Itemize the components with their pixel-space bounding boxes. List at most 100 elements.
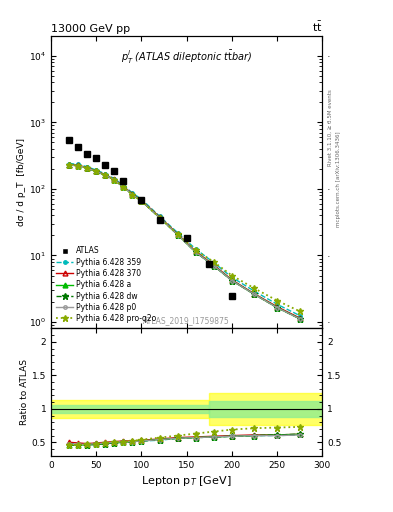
Pythia 6.428 dw <box>121 184 126 190</box>
Pythia 6.428 p0 <box>121 184 126 190</box>
Pythia 6.428 370 <box>103 172 108 178</box>
Pythia 6.428 dw <box>112 177 117 183</box>
Y-axis label: Ratio to ATLAS: Ratio to ATLAS <box>20 359 29 425</box>
Pythia 6.428 pro-q2o <box>103 172 108 178</box>
Pythia 6.428 a <box>298 316 302 322</box>
Pythia 6.428 359 <box>121 182 126 188</box>
ATLAS <box>207 261 211 267</box>
Pythia 6.428 370 <box>157 214 162 220</box>
Pythia 6.428 a <box>211 263 216 269</box>
Text: mcplots.cern.ch [arXiv:1306.3436]: mcplots.cern.ch [arXiv:1306.3436] <box>336 132 341 227</box>
Pythia 6.428 dw <box>103 172 108 178</box>
ATLAS <box>139 197 144 203</box>
Pythia 6.428 pro-q2o <box>193 247 198 253</box>
ATLAS <box>230 292 234 298</box>
Pythia 6.428 359 <box>298 312 302 318</box>
Pythia 6.428 a <box>230 278 234 284</box>
Pythia 6.428 a <box>130 191 135 198</box>
Pythia 6.428 359 <box>139 196 144 202</box>
Pythia 6.428 p0 <box>67 162 72 168</box>
ATLAS <box>85 151 90 157</box>
Text: $\mathrm{t\bar{t}}$: $\mathrm{t\bar{t}}$ <box>312 19 322 34</box>
ATLAS <box>103 162 108 168</box>
Pythia 6.428 p0 <box>139 198 144 204</box>
Pythia 6.428 p0 <box>298 316 302 322</box>
Pythia 6.428 p0 <box>130 191 135 198</box>
Pythia 6.428 p0 <box>175 231 180 238</box>
Pythia 6.428 p0 <box>252 291 257 297</box>
Pythia 6.428 370 <box>230 277 234 283</box>
Bar <box>209 393 322 425</box>
Pythia 6.428 370 <box>211 262 216 268</box>
Bar <box>51 400 209 417</box>
Text: $p_T^l$ (ATLAS dileptonic t$\bar{\rm t}$bar): $p_T^l$ (ATLAS dileptonic t$\bar{\rm t}$… <box>121 49 252 66</box>
Pythia 6.428 a <box>67 162 72 168</box>
Pythia 6.428 pro-q2o <box>139 198 144 204</box>
Pythia 6.428 dw <box>94 168 99 175</box>
Pythia 6.428 a <box>193 249 198 255</box>
Pythia 6.428 359 <box>275 301 279 307</box>
Pythia 6.428 370 <box>275 304 279 310</box>
Pythia 6.428 a <box>103 172 108 178</box>
Pythia 6.428 pro-q2o <box>275 297 279 304</box>
ATLAS <box>76 144 81 151</box>
Pythia 6.428 p0 <box>94 168 99 175</box>
Pythia 6.428 p0 <box>103 172 108 178</box>
Pythia 6.428 370 <box>139 198 144 204</box>
ATLAS <box>157 217 162 223</box>
Bar <box>51 405 209 413</box>
Pythia 6.428 dw <box>67 162 72 168</box>
Pythia 6.428 p0 <box>230 278 234 284</box>
Pythia 6.428 dw <box>298 316 302 322</box>
Pythia 6.428 p0 <box>211 263 216 269</box>
Pythia 6.428 370 <box>67 162 72 168</box>
Pythia 6.428 dw <box>230 278 234 284</box>
Pythia 6.428 pro-q2o <box>175 231 180 237</box>
Pythia 6.428 359 <box>175 229 180 236</box>
Pythia 6.428 p0 <box>275 305 279 311</box>
Pythia 6.428 dw <box>193 249 198 255</box>
Text: ATLAS_2019_I1759875: ATLAS_2019_I1759875 <box>143 316 230 326</box>
Pythia 6.428 359 <box>157 213 162 219</box>
Pythia 6.428 359 <box>94 167 99 173</box>
Pythia 6.428 a <box>85 165 90 172</box>
Pythia 6.428 370 <box>193 248 198 254</box>
Pythia 6.428 359 <box>112 176 117 182</box>
Pythia 6.428 dw <box>252 291 257 297</box>
Y-axis label: dσ / d p_T  [fb/GeV]: dσ / d p_T [fb/GeV] <box>17 138 26 226</box>
Pythia 6.428 370 <box>252 291 257 297</box>
Text: Rivet 3.1.10, ≥ 3.5M events: Rivet 3.1.10, ≥ 3.5M events <box>328 90 333 166</box>
Bar <box>209 401 322 417</box>
Pythia 6.428 359 <box>230 274 234 281</box>
Line: Pythia 6.428 dw: Pythia 6.428 dw <box>66 162 303 322</box>
Pythia 6.428 pro-q2o <box>130 191 135 198</box>
Pythia 6.428 pro-q2o <box>94 168 99 175</box>
Pythia 6.428 p0 <box>112 177 117 183</box>
Pythia 6.428 dw <box>175 231 180 238</box>
Text: 13000 GeV pp: 13000 GeV pp <box>51 24 130 34</box>
Pythia 6.428 370 <box>112 176 117 182</box>
Pythia 6.428 359 <box>252 288 257 294</box>
Pythia 6.428 p0 <box>85 165 90 172</box>
Pythia 6.428 a <box>252 291 257 297</box>
Pythia 6.428 pro-q2o <box>157 215 162 221</box>
Pythia 6.428 359 <box>193 246 198 252</box>
Line: Pythia 6.428 a: Pythia 6.428 a <box>67 163 302 321</box>
Pythia 6.428 p0 <box>193 249 198 255</box>
Pythia 6.428 pro-q2o <box>121 184 126 190</box>
Pythia 6.428 370 <box>85 165 90 171</box>
X-axis label: Lepton p$_T$ [GeV]: Lepton p$_T$ [GeV] <box>141 474 232 488</box>
Pythia 6.428 pro-q2o <box>67 162 72 168</box>
ATLAS <box>112 168 117 174</box>
Pythia 6.428 a <box>175 231 180 238</box>
ATLAS <box>184 236 189 242</box>
Pythia 6.428 a <box>139 198 144 204</box>
Pythia 6.428 370 <box>94 168 99 174</box>
Line: Pythia 6.428 359: Pythia 6.428 359 <box>68 162 301 317</box>
ATLAS <box>121 178 126 184</box>
Pythia 6.428 359 <box>211 260 216 266</box>
Pythia 6.428 pro-q2o <box>211 259 216 265</box>
Pythia 6.428 p0 <box>76 162 81 168</box>
ATLAS <box>94 155 99 161</box>
Pythia 6.428 p0 <box>157 215 162 221</box>
